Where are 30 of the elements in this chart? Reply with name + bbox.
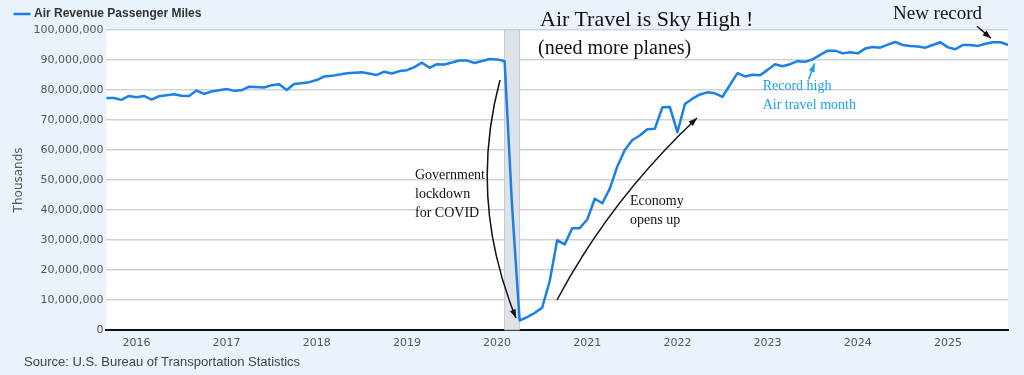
x-tick-label: 2023 bbox=[753, 336, 782, 350]
y-tick-label: 70,000,000 bbox=[40, 112, 104, 126]
y-axis-title: Thousands bbox=[11, 147, 26, 214]
chart-subtitle: (need more planes) bbox=[538, 36, 692, 59]
x-tick-label: 2024 bbox=[843, 336, 872, 350]
y-tick-label: 20,000,000 bbox=[40, 262, 104, 276]
annotation: New record bbox=[892, 1, 983, 23]
annotation: Government lockdown for COVID bbox=[415, 166, 486, 220]
x-tick-label: 2016 bbox=[122, 336, 151, 350]
annotation: Economy opens up bbox=[630, 192, 684, 227]
chart-title: Air Travel is Sky High ! bbox=[540, 6, 754, 32]
x-tick-label: 2020 bbox=[483, 336, 512, 350]
y-tick-label: 40,000,000 bbox=[40, 202, 104, 216]
y-tick-label: 80,000,000 bbox=[40, 82, 104, 96]
x-tick-label: 2019 bbox=[392, 336, 421, 350]
x-tick-label: 2018 bbox=[302, 336, 331, 350]
y-tick-label: 50,000,000 bbox=[40, 172, 104, 186]
x-tick-label: 2025 bbox=[933, 336, 962, 350]
annotation: Record high Air travel month bbox=[762, 78, 856, 113]
y-tick-label: 10,000,000 bbox=[40, 292, 104, 306]
y-tick-label: 100,000,000 bbox=[33, 22, 104, 36]
source-note: Source: U.S. Bureau of Transportation Statistics bbox=[24, 354, 301, 369]
x-tick-label: 2021 bbox=[573, 336, 602, 350]
legend-label: Air Revenue Passenger Miles bbox=[34, 6, 202, 21]
y-tick-label: 30,000,000 bbox=[40, 232, 104, 246]
x-tick-label: 2017 bbox=[212, 336, 241, 350]
x-tick-label: 2022 bbox=[663, 336, 692, 350]
y-tick-label: 60,000,000 bbox=[40, 142, 104, 156]
y-tick-label: 90,000,000 bbox=[40, 52, 104, 66]
y-tick-label: 0 bbox=[96, 322, 104, 336]
